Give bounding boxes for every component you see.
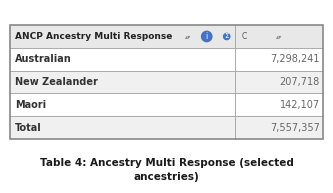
Text: 7,298,241: 7,298,241 [270,54,320,64]
Text: Australian: Australian [15,54,72,64]
Text: ▴▾: ▴▾ [276,34,282,39]
Bar [10,93,323,116]
Text: 207,718: 207,718 [279,77,320,87]
Text: Table 4: Ancestry Multi Response (selected
ancestries): Table 4: Ancestry Multi Response (select… [40,158,293,182]
Text: C: C [242,32,247,41]
Text: 7,557,357: 7,557,357 [270,123,320,133]
Bar [10,25,323,139]
Text: Σ: Σ [224,33,229,40]
Text: ▴▾: ▴▾ [185,34,191,39]
Text: New Zealander: New Zealander [15,77,98,87]
Bar [10,48,323,71]
Text: Maori: Maori [15,100,46,110]
Text: i: i [205,32,208,41]
Text: 142,107: 142,107 [280,100,320,110]
Bar [10,71,323,93]
Text: ANCP Ancestry Multi Response: ANCP Ancestry Multi Response [15,32,172,41]
Bar [10,25,323,48]
Bar [10,116,323,139]
Text: Total: Total [15,123,42,133]
